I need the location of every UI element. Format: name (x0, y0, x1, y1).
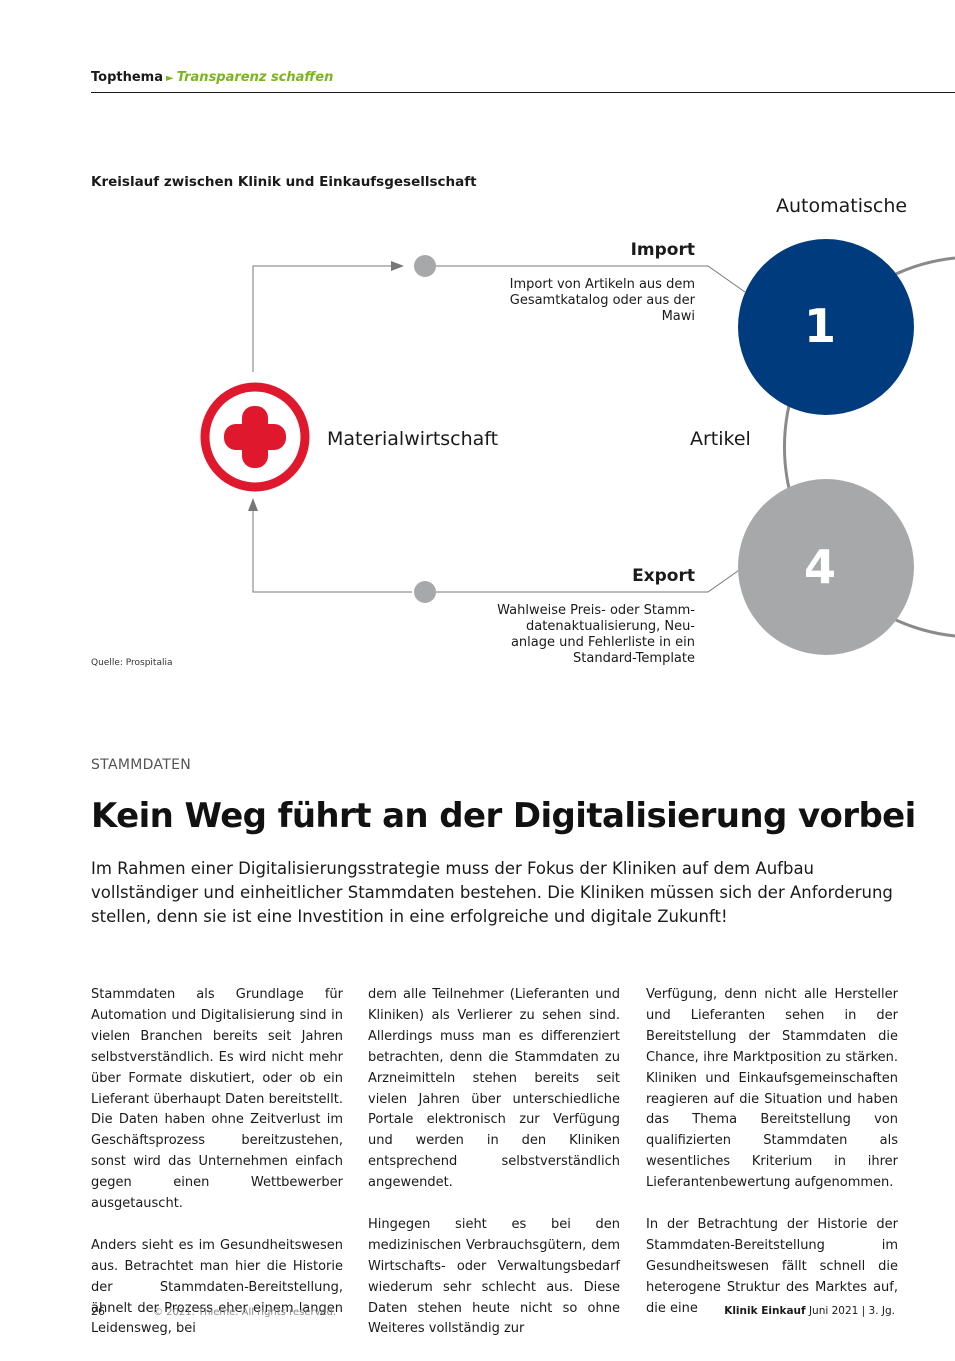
article-column-2: dem alle Teilnehmer (Lieferanten und Kli… (368, 985, 620, 1361)
page-number: 26 (91, 1305, 105, 1318)
export-line-4: Standard-Template (573, 651, 695, 666)
paragraph: Stammdaten als Grundlage für Automation … (91, 987, 343, 1212)
import-line-3: Mawi (662, 309, 695, 324)
article-column-3: Verfügung, denn nicht alle Hersteller un… (646, 985, 898, 1340)
import-line-2: Gesamtkatalog oder aus der (510, 293, 696, 308)
export-leader-line (425, 565, 746, 593)
paragraph: Verfügung, denn nicht alle Hersteller un… (646, 987, 898, 1191)
arrow-right-icon (391, 261, 404, 271)
top-label: Automatische (776, 195, 907, 217)
topic-label: Transparenz schaffen (176, 70, 334, 85)
article-headline: Kein Weg führt an der Digitalisierung vo… (91, 796, 916, 836)
step-1-circle (738, 239, 914, 415)
center-label: Materialwirtschaft (327, 428, 498, 450)
copyright: © 2021. Thieme. All rights reserved. (153, 1307, 337, 1318)
export-heading: Export (632, 566, 695, 586)
cycle-diagram: 1 4 Automatische Artikel Materialwirtsch… (200, 195, 955, 666)
connector-up (252, 265, 392, 372)
export-node (414, 581, 436, 603)
journal-info: Klinik Einkauf Juni 2021 | 3. Jg. (724, 1305, 895, 1317)
paragraph: Anders sieht es im Gesundheitswesen aus.… (91, 1237, 343, 1337)
import-line-1: Import von Artikeln aus dem (510, 277, 695, 292)
arrow-up-icon (248, 498, 258, 511)
issue-info: Juni 2021 | 3. Jg. (808, 1305, 895, 1317)
connector-down (252, 508, 412, 593)
step-1-number: 1 (804, 299, 836, 353)
medical-cross-icon (200, 382, 310, 492)
import-leader-line (425, 265, 746, 293)
section-label: Topthema (91, 70, 163, 85)
middle-label: Artikel (690, 428, 751, 450)
paragraph: In der Betrachtung der Historie der Stam… (646, 1216, 898, 1316)
article-column-1: Stammdaten als Grundlage für Automation … (91, 985, 343, 1361)
step-4-circle (738, 479, 914, 655)
import-node (414, 255, 436, 277)
export-line-3: anlage und Fehlerliste in ein (511, 635, 695, 650)
journal-name: Klinik Einkauf (724, 1305, 806, 1317)
paragraph: Hingegen sieht es bei den medizinischen … (368, 1216, 620, 1337)
export-line-2: datenaktualisierung, Neu- (526, 619, 695, 634)
article-kicker: STAMMDATEN (91, 757, 191, 773)
step-4-number: 4 (804, 540, 836, 594)
running-header: Topthema ► Transparenz schaffen (91, 70, 333, 85)
import-heading: Import (631, 240, 695, 260)
header-divider (91, 92, 955, 93)
export-line-1: Wahlweise Preis- oder Stamm- (497, 603, 695, 618)
article-lead: Im Rahmen einer Digitalisierungsstrategi… (91, 859, 893, 926)
paragraph: dem alle Teilnehmer (Lieferanten und Kli… (368, 987, 620, 1191)
figure-title: Kreislauf zwischen Klinik und Einkaufsge… (91, 174, 477, 190)
triangle-arrow-icon: ► (165, 73, 174, 84)
figure-source: Quelle: Prospitalia (91, 658, 173, 668)
